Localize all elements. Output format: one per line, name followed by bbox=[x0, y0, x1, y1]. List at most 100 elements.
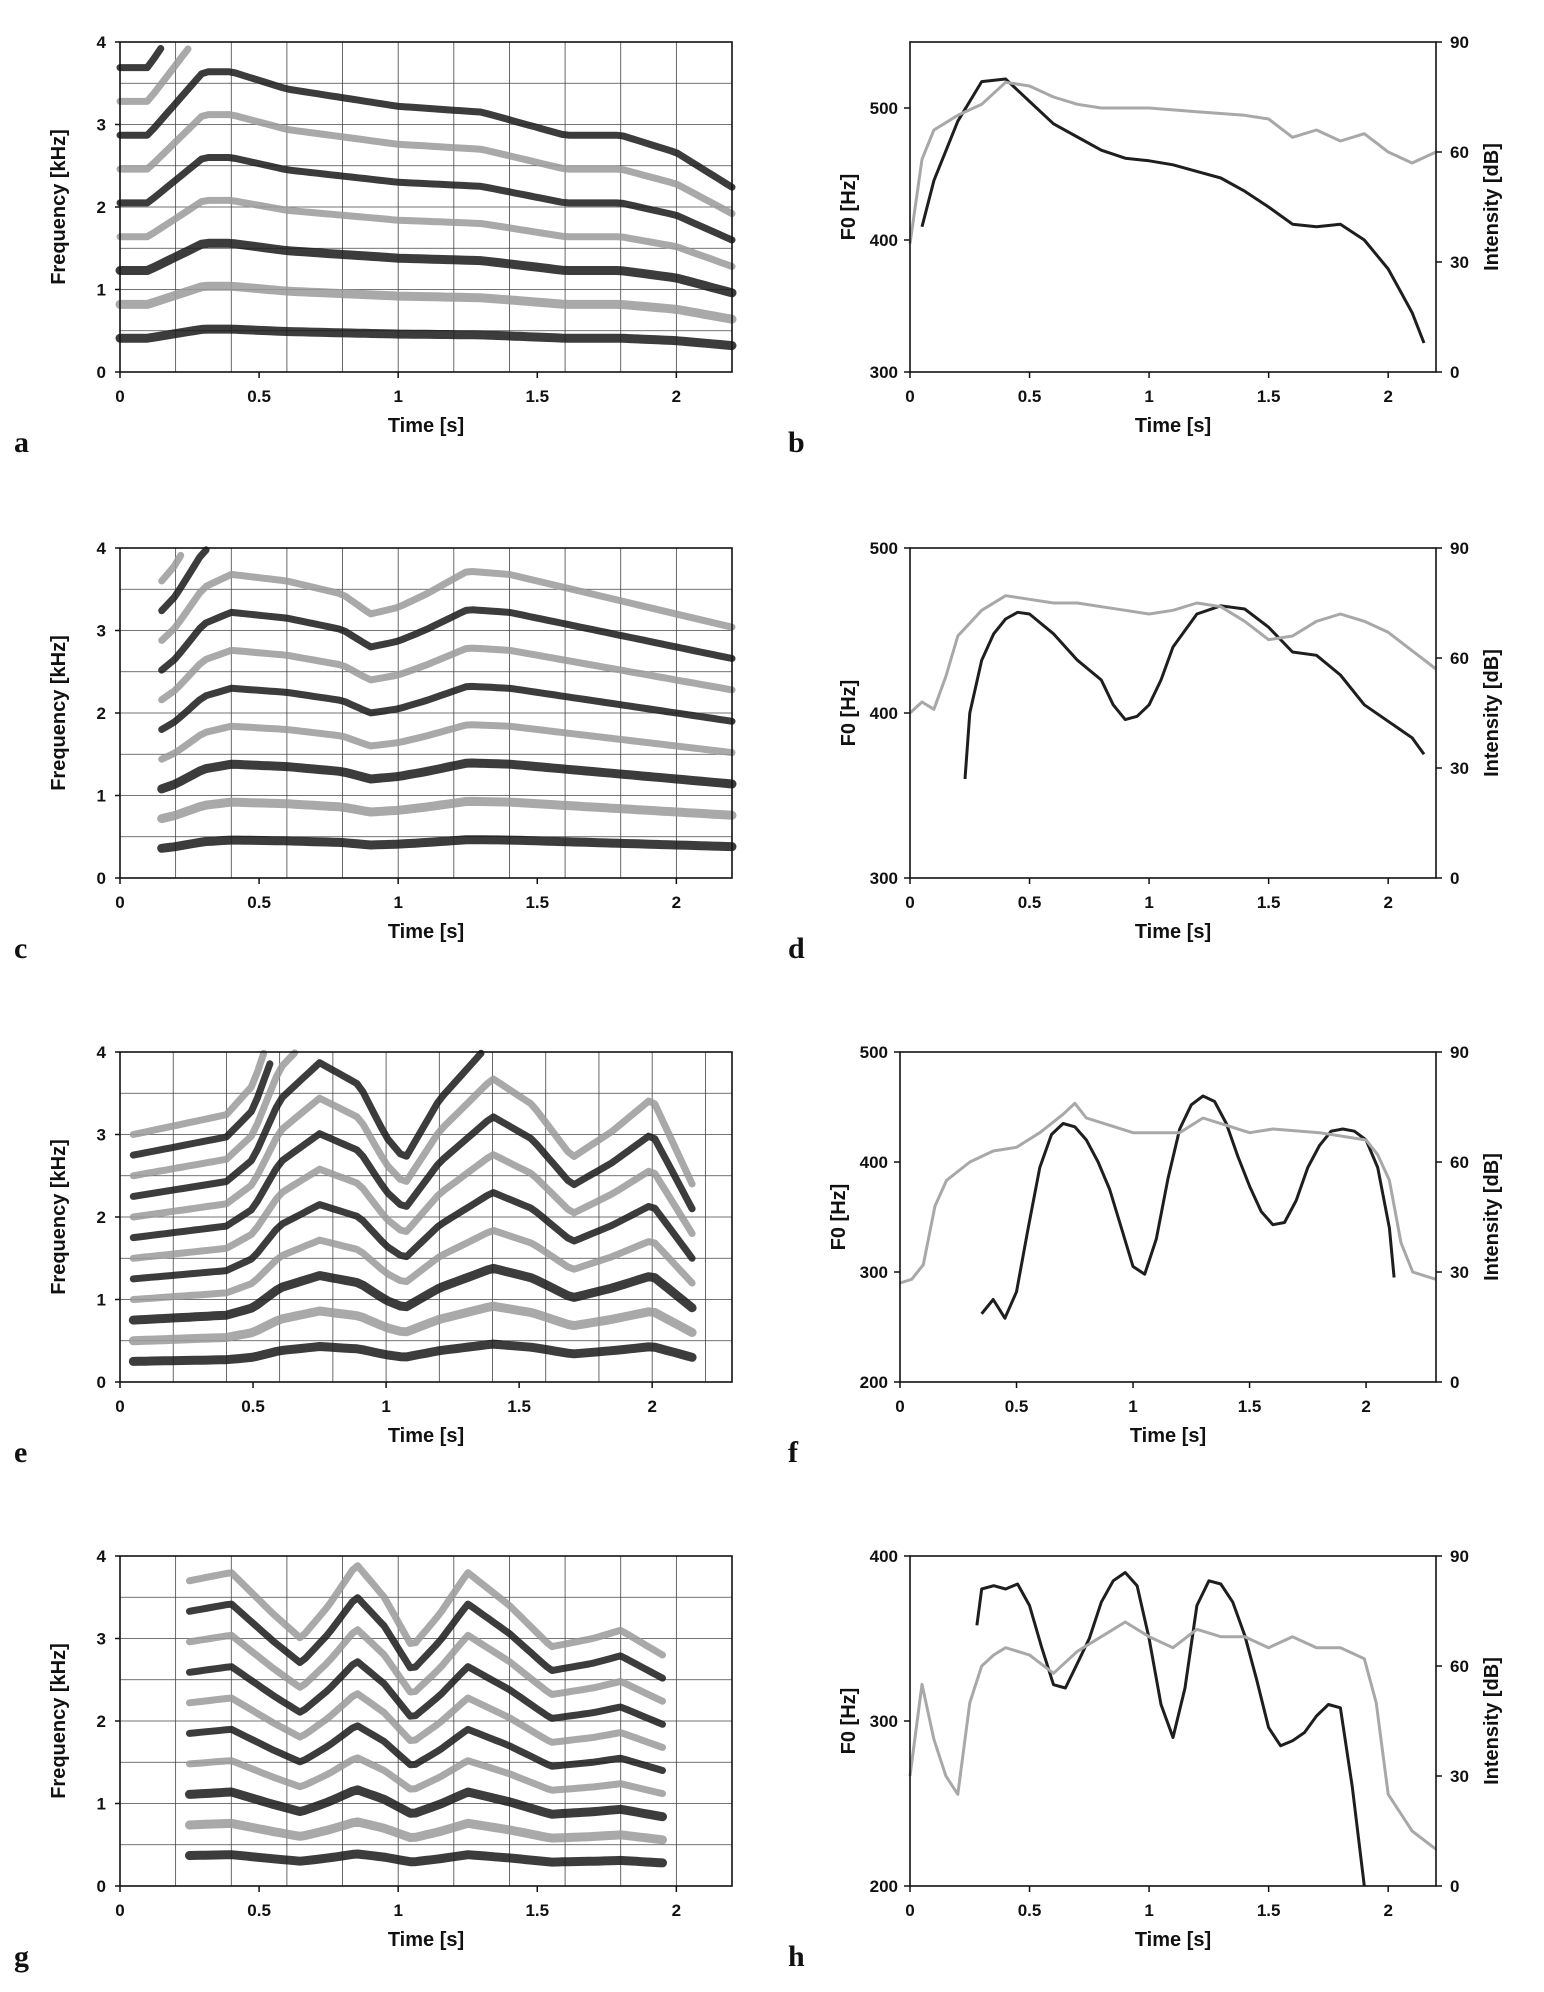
y-axis-label: Frequency [kHz] bbox=[48, 1139, 70, 1295]
harmonic-band bbox=[158, 546, 210, 615]
harmonic-band bbox=[186, 1626, 666, 1705]
y-tick-label: 200 bbox=[860, 1373, 888, 1392]
x-tick-label: 1.5 bbox=[525, 893, 549, 912]
harmonic-band bbox=[129, 1151, 696, 1262]
panel-letter: d bbox=[788, 932, 805, 965]
plot-frame bbox=[899, 1051, 1437, 1383]
y2-tick-label: 0 bbox=[1450, 1877, 1459, 1896]
y-tick-label: 3 bbox=[97, 622, 106, 641]
x-tick-label: 0.5 bbox=[1018, 1901, 1042, 1920]
harmonic-band bbox=[158, 682, 736, 733]
harmonic-band bbox=[129, 1227, 696, 1303]
plot-area bbox=[910, 42, 1436, 372]
harmonic-band bbox=[116, 111, 736, 218]
panel-d: 300 400 500 0 30 60 90 Intensity [dB] 0 0.5 1 1.5 2 T… bbox=[788, 539, 1503, 965]
y2-axis-label: Intensity [dB] bbox=[1481, 1657, 1503, 1785]
y-tick-label: 400 bbox=[870, 231, 898, 250]
x-tick-label: 1 bbox=[393, 1901, 402, 1920]
series-line-intensity bbox=[908, 80, 1437, 244]
y-tick-label: 0 bbox=[97, 869, 106, 888]
y2-axis-label: Intensity [dB] bbox=[1481, 143, 1503, 271]
x-tick-label: 1 bbox=[1144, 893, 1153, 912]
panel-f: 200 300 400 500 0 30 60 90 Intensity [dB] 0 0.5 1 1.… bbox=[788, 1043, 1503, 1469]
y-axis-label: Frequency [kHz] bbox=[48, 129, 70, 285]
harmonic-band bbox=[115, 324, 737, 351]
panel-letter: b bbox=[788, 426, 805, 459]
x-axis-label: Time [s] bbox=[1135, 921, 1211, 943]
x-tick-label: 2 bbox=[1361, 1397, 1370, 1416]
x-tick-label: 2 bbox=[1383, 893, 1392, 912]
y-tick-label: 500 bbox=[870, 99, 898, 118]
harmonic-band bbox=[116, 45, 192, 105]
plot-frame bbox=[119, 41, 733, 373]
x-tick-label: 1 bbox=[1128, 1397, 1137, 1416]
harmonic-band bbox=[185, 1817, 667, 1845]
x-tick-label: 1 bbox=[381, 1397, 390, 1416]
y-tick-label: 4 bbox=[97, 1043, 107, 1062]
y-tick-label: 400 bbox=[860, 1153, 888, 1172]
harmonic-band bbox=[116, 196, 736, 270]
harmonic-band bbox=[129, 1049, 485, 1200]
plot-frame bbox=[119, 547, 733, 879]
plot-frame bbox=[909, 41, 1437, 373]
x-axis-label: Time [s] bbox=[388, 921, 464, 943]
x-tick-label: 1.5 bbox=[1257, 1901, 1281, 1920]
panel-letter: a bbox=[14, 426, 29, 459]
plot-area bbox=[910, 1556, 1436, 1886]
x-axis-label: Time [s] bbox=[1130, 1425, 1206, 1447]
y-axis-label: Frequency [kHz] bbox=[48, 1643, 70, 1799]
harmonic-band bbox=[158, 721, 736, 763]
y2-tick-label: 60 bbox=[1450, 1657, 1469, 1676]
y-tick-label: 2 bbox=[97, 704, 106, 723]
x-tick-label: 1.5 bbox=[1257, 893, 1281, 912]
x-tick-label: 1 bbox=[1144, 1901, 1153, 1920]
harmonic-band bbox=[116, 154, 736, 244]
y2-tick-label: 60 bbox=[1450, 1153, 1469, 1172]
harmonic-band bbox=[186, 1722, 666, 1774]
series-line-f0 bbox=[980, 1094, 1396, 1320]
y2-tick-label: 30 bbox=[1450, 759, 1469, 778]
x-tick-label: 0.5 bbox=[1018, 387, 1042, 406]
harmonic-band bbox=[186, 1658, 666, 1728]
y2-tick-label: 60 bbox=[1450, 649, 1469, 668]
harmonic-band bbox=[128, 1301, 697, 1346]
y-tick-label: 3 bbox=[97, 116, 106, 135]
x-axis-label: Time [s] bbox=[388, 1425, 464, 1447]
harmonic-band bbox=[115, 238, 737, 298]
y-tick-label: 1 bbox=[97, 281, 106, 300]
y-tick-label: 300 bbox=[870, 869, 898, 888]
y-tick-label: 4 bbox=[97, 1547, 107, 1566]
y-axis-label: F0 [Hz] bbox=[838, 1688, 860, 1755]
panel-letter: f bbox=[788, 1436, 799, 1469]
y2-tick-label: 0 bbox=[1450, 869, 1459, 888]
panel-c: 0 1 2 3 4 0 0.5 1 1.5 2 Time [s] Frequency [kHz] c bbox=[14, 539, 737, 965]
y-tick-label: 0 bbox=[97, 363, 106, 382]
y-tick-label: 300 bbox=[870, 1712, 898, 1731]
x-axis-label: Time [s] bbox=[1135, 415, 1211, 437]
harmonic-band bbox=[129, 1113, 696, 1242]
harmonic-band bbox=[128, 1263, 697, 1325]
panel-h: 200 300 400 0 30 60 90 Intensity [dB] 0 0.5 1 1.5 2 T… bbox=[788, 1547, 1503, 1973]
y-tick-label: 500 bbox=[860, 1043, 888, 1062]
y2-tick-label: 90 bbox=[1450, 1043, 1469, 1062]
x-axis-label: Time [s] bbox=[388, 415, 464, 437]
harmonic-band bbox=[129, 1049, 268, 1138]
harmonic-band bbox=[158, 568, 736, 644]
y2-tick-label: 0 bbox=[1450, 1373, 1459, 1392]
harmonic-band bbox=[158, 644, 736, 704]
x-tick-label: 1.5 bbox=[1238, 1397, 1262, 1416]
plot-frame bbox=[119, 1051, 733, 1383]
y2-axis-label: Intensity [dB] bbox=[1481, 649, 1503, 777]
x-tick-label: 0 bbox=[895, 1397, 904, 1416]
harmonic-band bbox=[157, 758, 737, 794]
y2-tick-label: 90 bbox=[1450, 1547, 1469, 1566]
harmonic-band bbox=[157, 796, 737, 824]
y-tick-label: 0 bbox=[97, 1877, 106, 1896]
y2-tick-label: 30 bbox=[1450, 1767, 1469, 1786]
y-tick-label: 0 bbox=[97, 1373, 106, 1392]
series-line-f0 bbox=[963, 604, 1426, 780]
plot-area bbox=[910, 548, 1436, 878]
y2-tick-label: 60 bbox=[1450, 143, 1469, 162]
series-line-f0 bbox=[975, 1571, 1366, 1887]
